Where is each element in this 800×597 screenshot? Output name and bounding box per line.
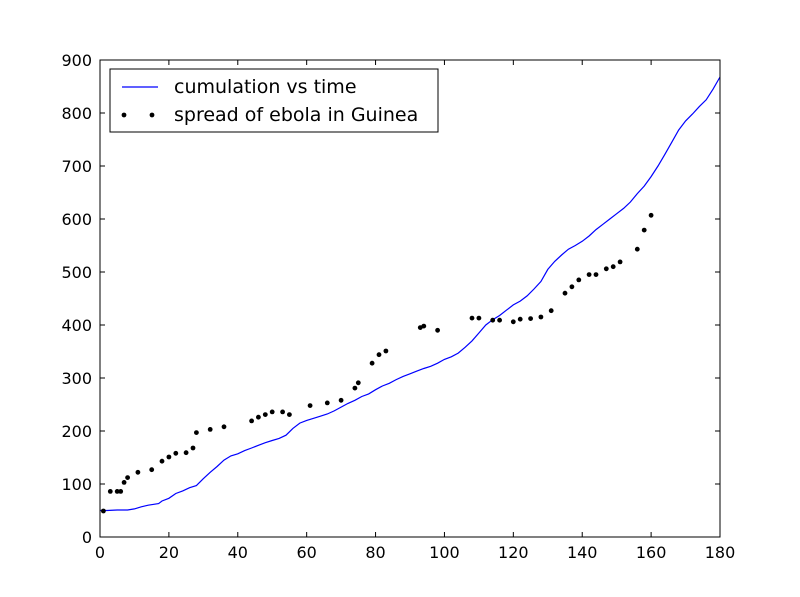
data-point xyxy=(352,385,358,391)
data-point xyxy=(490,317,496,323)
y-tick-label: 800 xyxy=(61,104,92,123)
data-point xyxy=(641,227,647,233)
data-point xyxy=(125,475,130,480)
data-point xyxy=(562,290,568,296)
data-point xyxy=(173,450,179,456)
data-point xyxy=(617,259,623,265)
y-tick-label: 400 xyxy=(61,316,92,335)
legend-label-spread: spread of ebola in Guinea xyxy=(174,104,418,126)
data-point xyxy=(510,319,516,325)
data-point xyxy=(280,409,285,415)
data-point xyxy=(135,469,141,475)
data-point xyxy=(249,418,255,424)
data-point xyxy=(307,403,313,408)
legend: cumulation vs time spread of ebola in Gu… xyxy=(109,68,439,133)
y-tick-label: 300 xyxy=(61,369,92,388)
data-point xyxy=(194,430,199,435)
legend-marker-point xyxy=(149,112,155,118)
data-point xyxy=(149,467,155,473)
data-point xyxy=(262,412,268,417)
data-point xyxy=(517,316,523,322)
x-tick-label: 0 xyxy=(95,543,105,562)
data-point xyxy=(338,397,344,403)
legend-label-cumulation: cumulation vs time xyxy=(174,76,357,98)
data-point xyxy=(114,489,120,494)
data-point xyxy=(538,314,544,320)
data-point xyxy=(159,458,165,464)
data-point xyxy=(435,327,440,333)
y-tick-label: 700 xyxy=(61,157,92,176)
x-tick-label: 160 xyxy=(636,543,667,562)
data-point xyxy=(324,400,330,406)
x-tick-label: 140 xyxy=(567,543,598,562)
data-point xyxy=(383,348,389,354)
data-point xyxy=(221,424,227,430)
data-point xyxy=(355,380,361,386)
data-point xyxy=(603,266,609,272)
data-point xyxy=(118,489,124,494)
data-point xyxy=(101,508,106,514)
axes-frame xyxy=(99,59,721,538)
data-point xyxy=(528,316,533,321)
plot-area xyxy=(100,76,721,514)
data-point xyxy=(569,284,575,290)
x-tick-label: 100 xyxy=(429,543,460,562)
data-point xyxy=(469,315,475,321)
data-point xyxy=(593,272,599,277)
x-tick-label: 80 xyxy=(365,543,385,562)
data-point xyxy=(190,445,196,451)
series-line-cumulation xyxy=(100,76,721,512)
y-tick-label: 100 xyxy=(61,475,92,494)
axis-ticks: 0 20 40 60 80 100 120 140 160 180 0 100 200 300 400 500… xyxy=(61,51,735,562)
x-tick-label: 20 xyxy=(159,543,179,562)
data-point xyxy=(634,246,640,252)
data-point xyxy=(207,427,213,432)
legend-marker-point xyxy=(121,112,127,118)
data-point xyxy=(610,264,616,270)
y-tick-label: 900 xyxy=(61,51,92,70)
y-tick-label: 500 xyxy=(61,263,92,282)
data-point xyxy=(421,323,427,329)
data-point xyxy=(287,412,292,417)
data-point xyxy=(369,360,375,366)
data-point xyxy=(497,317,502,323)
data-point xyxy=(548,308,554,314)
y-tick-label: 600 xyxy=(61,210,92,229)
y-tick-label: 0 xyxy=(82,528,92,547)
data-point xyxy=(648,212,654,218)
x-tick-label: 120 xyxy=(498,543,529,562)
x-tick-label: 60 xyxy=(296,543,316,562)
data-point xyxy=(256,414,261,420)
data-point xyxy=(121,480,127,485)
data-point xyxy=(166,454,172,460)
data-point xyxy=(183,450,189,456)
data-point xyxy=(476,315,482,321)
data-point xyxy=(576,277,582,283)
data-point xyxy=(376,352,382,358)
legend-box xyxy=(109,68,439,133)
x-tick-label: 40 xyxy=(228,543,248,562)
x-tick-label: 180 xyxy=(705,543,736,562)
data-point xyxy=(107,489,113,494)
data-point xyxy=(269,409,275,415)
y-tick-label: 200 xyxy=(61,422,92,441)
data-point xyxy=(586,272,592,277)
